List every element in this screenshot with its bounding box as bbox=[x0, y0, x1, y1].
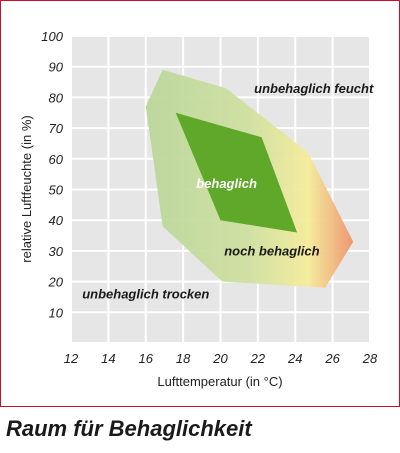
y-tick-labels: 10 20 30 40 50 60 70 80 90 100 bbox=[41, 29, 63, 320]
y-tick-label: 60 bbox=[49, 152, 64, 167]
zone-label: noch behaglich bbox=[224, 244, 319, 259]
x-axis-label: Lufttemperatur (in °C) bbox=[157, 374, 282, 389]
x-tick-label: 14 bbox=[101, 351, 115, 366]
y-tick-label: 50 bbox=[49, 183, 64, 198]
x-tick-label: 22 bbox=[250, 351, 266, 366]
y-tick-label: 70 bbox=[49, 121, 64, 136]
y-tick-label: 100 bbox=[41, 29, 63, 44]
y-tick-label: 20 bbox=[48, 275, 64, 290]
zone-label: unbehaglich feucht bbox=[254, 81, 374, 96]
y-tick-label: 30 bbox=[49, 244, 64, 259]
x-tick-label: 26 bbox=[324, 351, 340, 366]
x-tick-label: 16 bbox=[139, 351, 154, 366]
x-tick-labels: 12 14 16 18 20 22 24 26 28 bbox=[64, 351, 378, 366]
x-tick-label: 12 bbox=[64, 351, 79, 366]
x-tick-label: 24 bbox=[287, 351, 302, 366]
page-title: Raum für Behaglichkeit bbox=[6, 416, 252, 441]
comfort-zone-chart: 12 14 16 18 20 22 24 26 28 10 20 30 40 50 60 70 80 90 100… bbox=[19, 29, 378, 389]
y-axis-label: relative Luftfeuchte (in %) bbox=[19, 115, 34, 262]
x-tick-label: 18 bbox=[176, 351, 191, 366]
y-tick-label: 10 bbox=[49, 305, 64, 320]
x-tick-label: 20 bbox=[212, 351, 228, 366]
x-tick-label: 28 bbox=[362, 351, 378, 366]
zone-label: behaglich bbox=[196, 176, 257, 191]
y-tick-label: 80 bbox=[49, 90, 64, 105]
y-tick-label: 40 bbox=[49, 213, 64, 228]
chart-frame: 12 14 16 18 20 22 24 26 28 10 20 30 40 50 60 70 80 90 100… bbox=[0, 0, 400, 407]
zone-label: unbehaglich trocken bbox=[82, 286, 209, 301]
y-tick-label: 90 bbox=[49, 60, 64, 75]
zone-annotations: unbehaglich feucht behaglich noch behaglic… bbox=[82, 81, 374, 302]
zone-behaglich bbox=[175, 112, 298, 233]
